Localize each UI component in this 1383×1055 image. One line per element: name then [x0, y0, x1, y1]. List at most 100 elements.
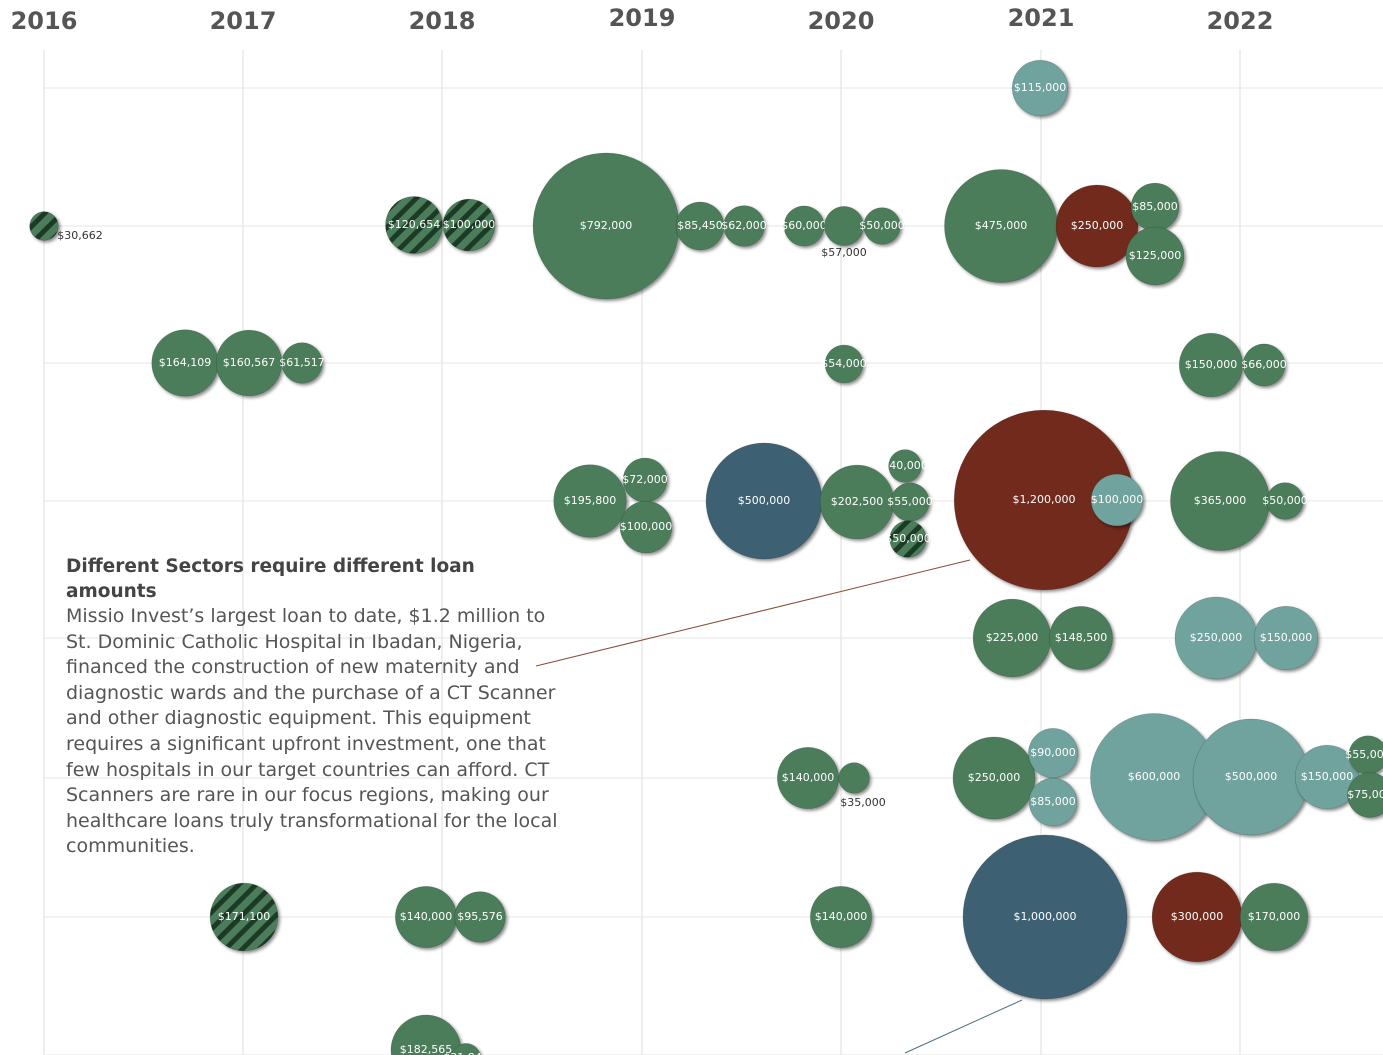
bubble-label: $54,000 [821, 357, 867, 370]
x-tick-label: 2020 [808, 7, 875, 35]
bubble-label: $150,000 [1185, 358, 1238, 371]
bubble-label: $50,000 [885, 532, 931, 545]
x-tick-label: 2021 [1008, 4, 1075, 32]
bubble [209, 882, 279, 952]
leader-line [535, 559, 971, 667]
bubble [281, 342, 323, 384]
bubble-label: $50,000 [1262, 494, 1308, 507]
bubble [889, 520, 927, 558]
bubble-label: $1,200,000 [1013, 493, 1076, 506]
bubble-label: $150,000 [1301, 770, 1354, 783]
bubble [1028, 728, 1078, 778]
bubble-label: $150,000 [1260, 631, 1313, 644]
bubble-label: $365,000 [1194, 494, 1247, 507]
bubble [1125, 226, 1185, 286]
leader-line [904, 999, 1023, 1054]
bubble-label: $85,000 [1132, 200, 1178, 213]
bubble-label: $55,000 [1345, 748, 1383, 761]
annotation-title: Different Sectors require different loan… [66, 556, 475, 602]
bubble [1347, 772, 1383, 818]
annotation: Different Sectors require different loan… [66, 554, 561, 860]
bubble [810, 886, 872, 948]
bubble [1242, 343, 1286, 387]
bubble-label: $160,567 [223, 356, 276, 369]
bubble [442, 198, 496, 252]
bubble [1266, 482, 1304, 520]
bubble [1028, 777, 1078, 827]
bubble-label: $250,000 [968, 771, 1021, 784]
x-tick-label: 2022 [1207, 7, 1274, 35]
bubble-label: $250,000 [1071, 219, 1124, 232]
bubble-label: $90,000 [1030, 746, 1076, 759]
bubble-label: $120,654 [388, 218, 441, 231]
annotation-text: Missio Invest’s largest loan to date, $1… [66, 605, 558, 858]
bubble-label: $140,000 [400, 910, 453, 923]
bubble-label: $250,000 [1190, 631, 1243, 644]
bubble-label: $125,000 [1129, 249, 1182, 262]
bubble-label: $50,000 [859, 219, 905, 232]
bubble-label: $100,000 [443, 218, 496, 231]
bubble [1239, 882, 1309, 952]
bubble-label: $35,000 [840, 796, 886, 809]
bubble-label: $95,576 [457, 910, 503, 923]
bubble [838, 762, 870, 794]
bubble-label: $140,000 [815, 910, 868, 923]
bubble-label: $85,000 [1030, 795, 1076, 808]
bubble [385, 196, 443, 254]
bubble-label: $300,000 [1171, 910, 1224, 923]
bubble-label: $170,000 [1248, 910, 1301, 923]
bubble [1253, 605, 1319, 671]
bubble-label: $164,109 [159, 356, 212, 369]
bubble [824, 206, 864, 246]
bubble [451, 1043, 481, 1055]
bubble-label: $500,000 [738, 494, 791, 507]
bubble-label: $600,000 [1128, 770, 1181, 783]
bubble [962, 834, 1128, 1000]
bubble-label: $140,000 [782, 771, 835, 784]
bubble-label: $1,000,000 [1014, 910, 1077, 923]
bubble-label: $148,500 [1055, 631, 1108, 644]
bubble-label: $60,000 [781, 219, 827, 232]
bubble-label: $100,000 [1091, 493, 1144, 506]
bubble [1055, 184, 1139, 268]
bubble-label: $115,000 [1014, 81, 1067, 94]
bubble [952, 736, 1036, 820]
bubble-label: $475,000 [975, 219, 1028, 232]
bubble [783, 205, 825, 247]
bubble-label: $171,100 [218, 910, 271, 923]
x-tick-label: 2016 [11, 7, 78, 35]
bubble [1011, 59, 1069, 117]
bubble-label: $61,517 [279, 356, 325, 369]
bubble [1049, 606, 1113, 670]
bubble-label: $225,000 [986, 631, 1039, 644]
bubble-label: $182,565 [400, 1043, 453, 1055]
bubble [553, 464, 627, 538]
bubble-label: $66,000 [1241, 358, 1287, 371]
bubble-label: $72,000 [622, 473, 668, 486]
bubble [824, 344, 864, 384]
bubble-label: $202,500 [831, 495, 884, 508]
bubble-label: $500,000 [1225, 770, 1278, 783]
x-tick-label: 2019 [609, 4, 676, 32]
bubble-label: $62,000 [721, 219, 767, 232]
bubble-label: $100,000 [620, 520, 673, 533]
x-tick-label: 2017 [210, 7, 277, 35]
bubble [454, 891, 506, 943]
bubble [888, 449, 922, 483]
bubble-label: $195,800 [564, 494, 617, 507]
bubble [1090, 473, 1144, 527]
bubble-label: $30,662 [57, 229, 103, 242]
bubble-label: $55,000 [887, 495, 933, 508]
bubble-label: $85,450 [677, 219, 723, 232]
bubble [723, 205, 765, 247]
bubble-label: $75,000 [1347, 788, 1383, 801]
bubble-label: $57,000 [821, 246, 867, 259]
bubble-label: $40,000 [882, 459, 928, 472]
bubble [863, 207, 901, 245]
bubble [29, 211, 59, 241]
x-tick-label: 2018 [409, 7, 476, 35]
bubble-label: $31,841 [443, 1051, 489, 1055]
bubble-label: $792,000 [580, 219, 633, 232]
